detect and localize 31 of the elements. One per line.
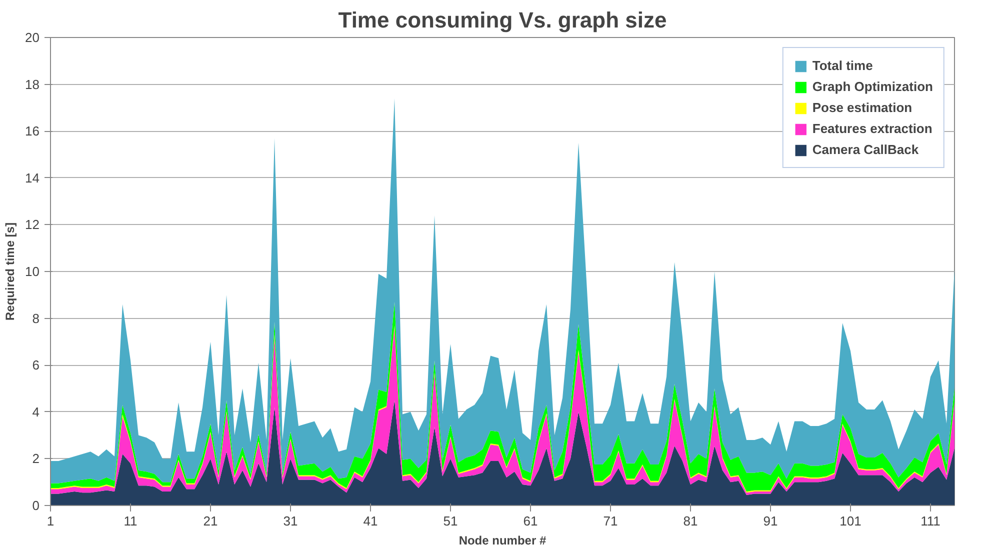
y-tick-label: 0 bbox=[32, 498, 40, 513]
x-tick-label: 81 bbox=[683, 514, 698, 528]
y-tick-label: 4 bbox=[32, 404, 40, 420]
x-tick-label: 41 bbox=[363, 514, 378, 528]
legend-label: Camera CallBack bbox=[812, 142, 919, 157]
x-tick-label: 61 bbox=[523, 514, 538, 528]
y-tick-label: 8 bbox=[32, 310, 40, 326]
y-tick-label: 16 bbox=[25, 124, 40, 139]
x-tick-label: 1 bbox=[46, 514, 54, 528]
x-tick-label: 91 bbox=[763, 514, 778, 528]
x-tick-label: 21 bbox=[203, 514, 218, 528]
legend-label: Features extraction bbox=[812, 121, 932, 136]
legend-label: Total time bbox=[812, 58, 873, 73]
y-tick-label: 14 bbox=[25, 170, 40, 186]
y-tick-label: 6 bbox=[32, 358, 40, 373]
x-tick-label: 31 bbox=[283, 514, 298, 528]
y-tick-label: 10 bbox=[25, 264, 40, 279]
y-tick-label: 2 bbox=[32, 451, 40, 466]
chart-title: Time consuming Vs. graph size bbox=[338, 8, 667, 32]
x-tick-label: 11 bbox=[124, 514, 138, 528]
legend-label: Pose estimation bbox=[812, 100, 912, 115]
y-axis-title: Required time [s] bbox=[3, 222, 18, 321]
x-tick-label: 71 bbox=[603, 514, 618, 528]
x-tick-label: 51 bbox=[443, 514, 458, 528]
x-tick-label: 111 bbox=[920, 514, 940, 528]
legend-label: Graph Optimization bbox=[812, 79, 933, 94]
x-axis-title: Node number # bbox=[458, 534, 546, 548]
y-tick-label: 12 bbox=[25, 217, 40, 232]
x-tick-label: 101 bbox=[840, 514, 862, 528]
y-tick-label: 20 bbox=[25, 30, 40, 45]
y-tick-label: 18 bbox=[25, 76, 40, 92]
